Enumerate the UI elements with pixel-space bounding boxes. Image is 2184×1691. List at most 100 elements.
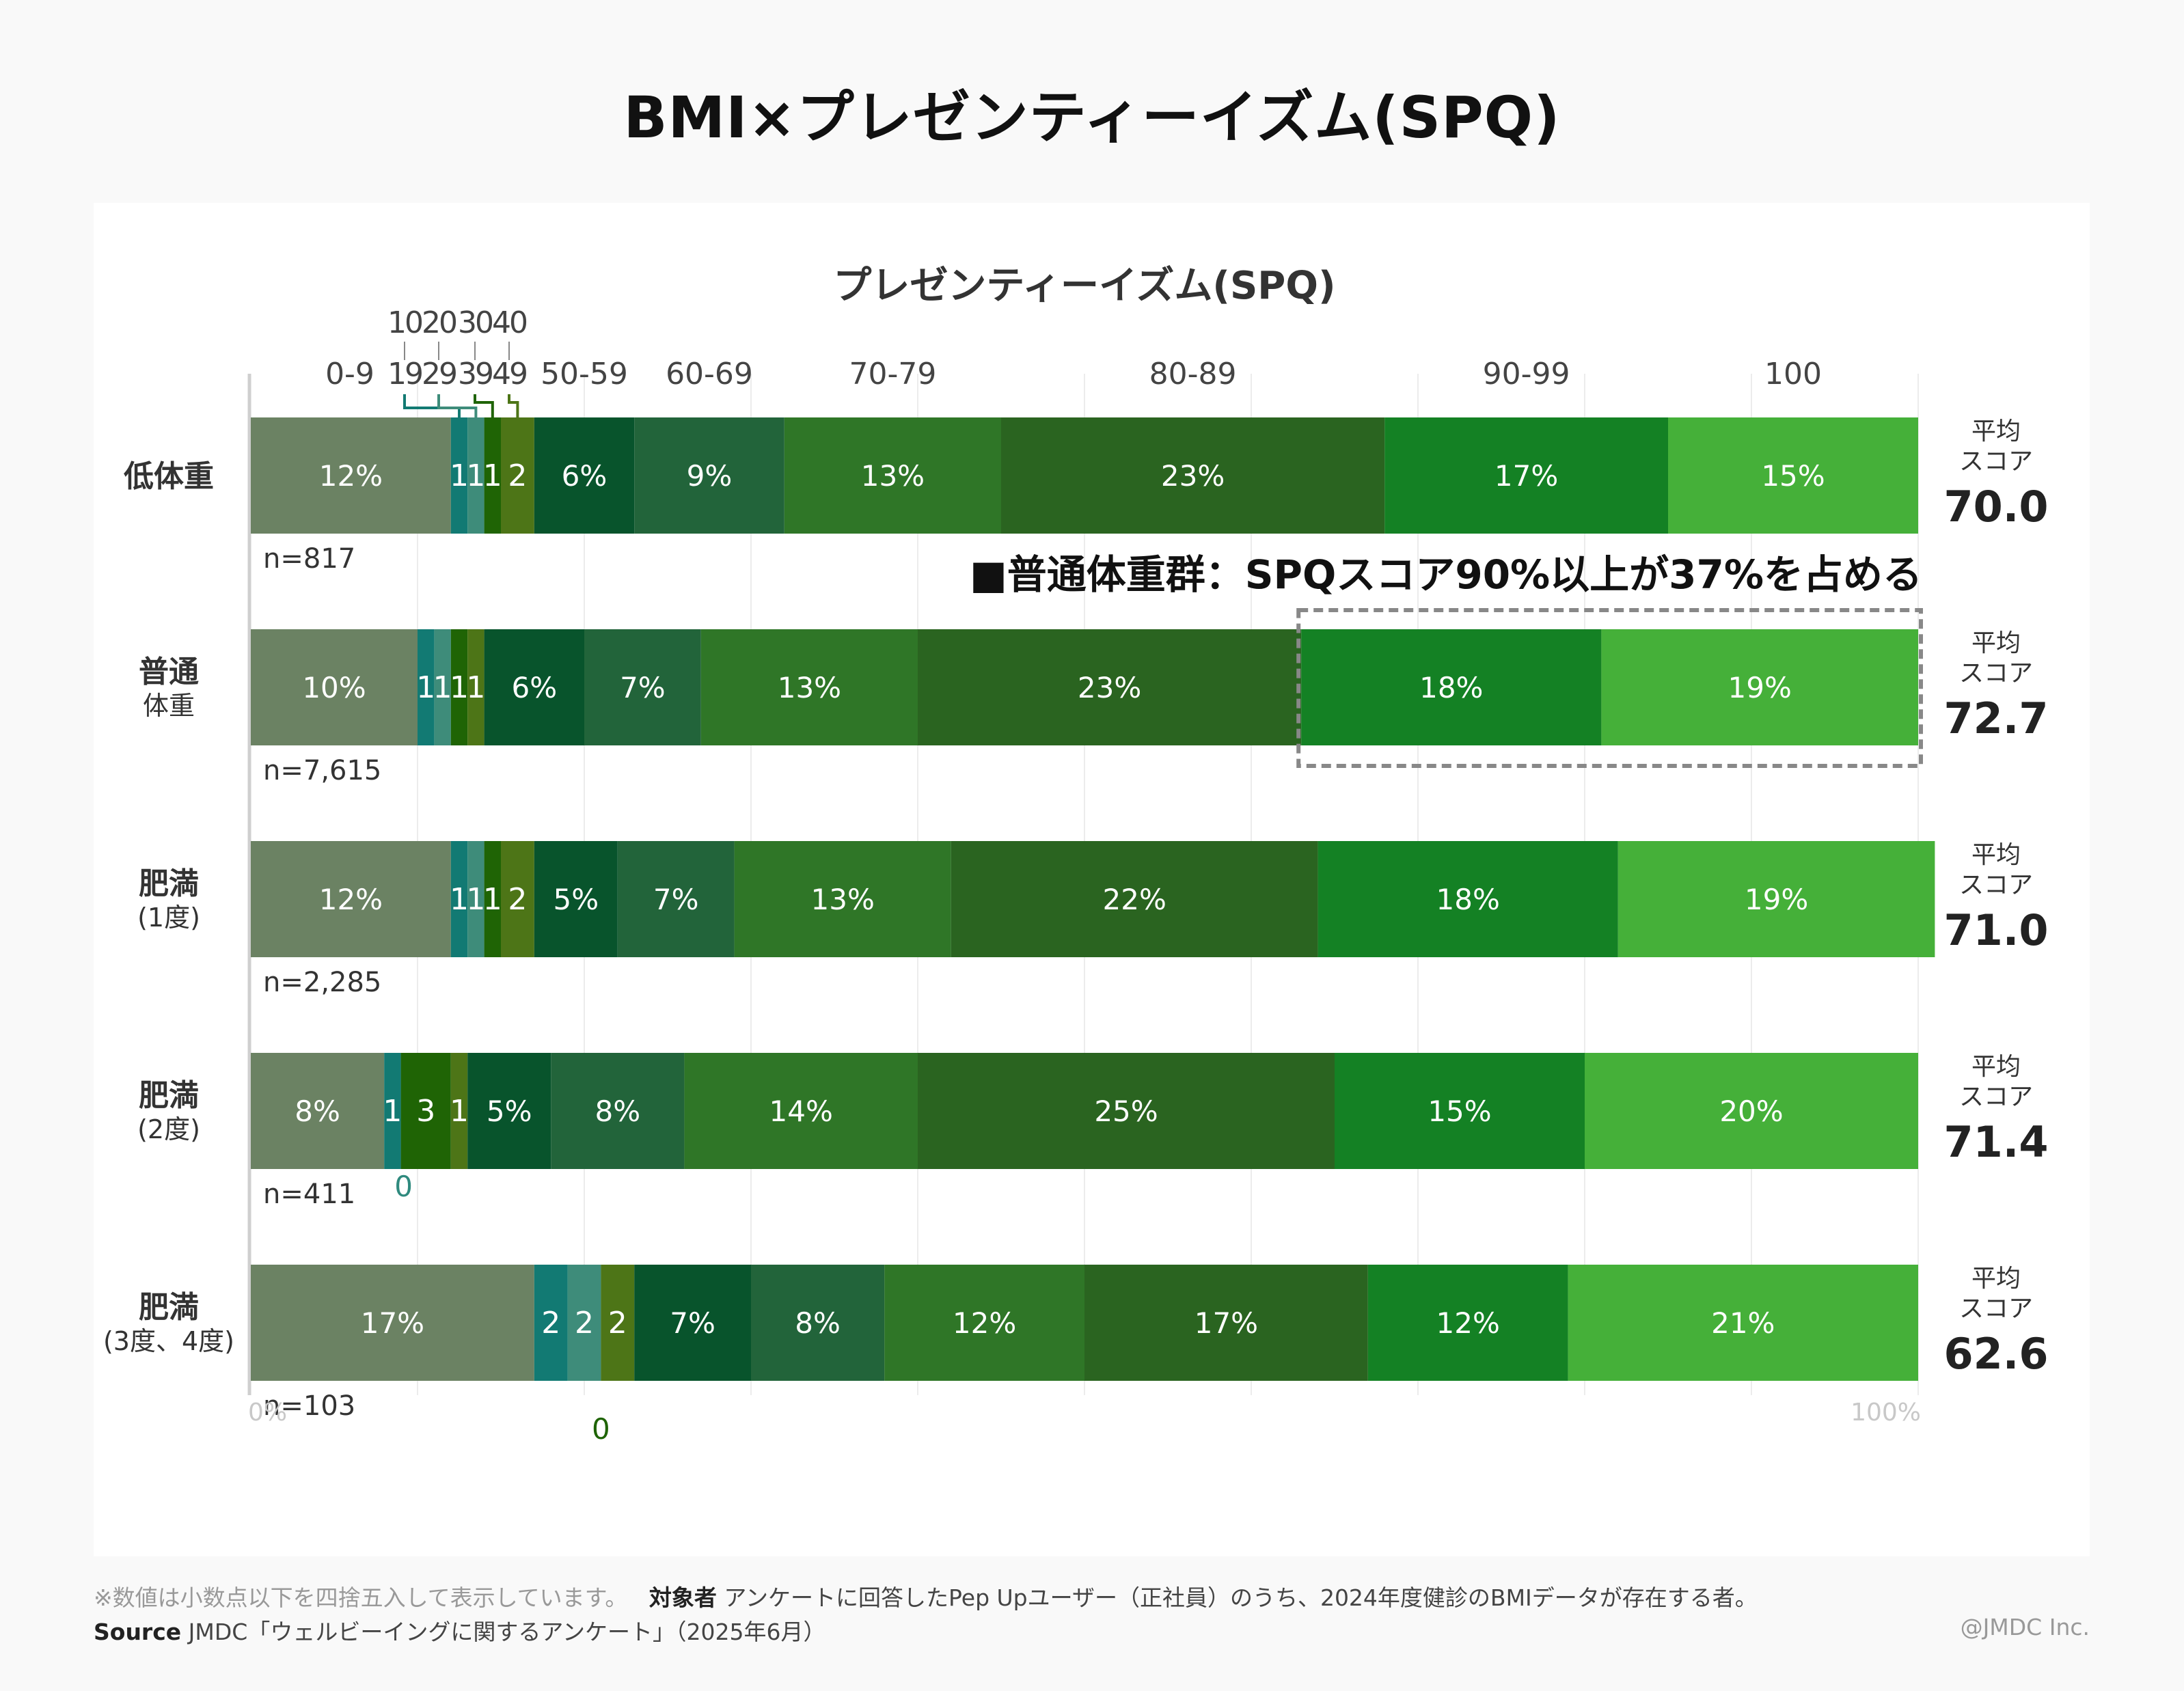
bar-value-label: 1 (466, 670, 485, 705)
bar-segment (1668, 417, 1918, 534)
sample-size-label: n=411 (263, 1179, 355, 1210)
average-score: 62.6 (1944, 1329, 2049, 1379)
bar-value-label: 3 (416, 1094, 435, 1129)
target-text: アンケートに回答したPep Upユーザー（正社員）のうち、2024年度健診のBM… (724, 1584, 1758, 1611)
copyright: @JMDC Inc. (1960, 1614, 2090, 1640)
average-score: 72.7 (1944, 693, 2049, 743)
bar-segment (1335, 1053, 1585, 1169)
bar-segment (467, 629, 484, 745)
sample-size-label: n=103 (263, 1390, 355, 1422)
bar-segment (584, 629, 701, 745)
bar-value-label: 2 (508, 882, 527, 917)
bar-segment (434, 629, 451, 745)
category-label: 19 (387, 357, 422, 391)
category-top-label: 40 (492, 305, 527, 340)
bar-value-label: 7% (620, 671, 666, 704)
category-label: 29 (422, 357, 456, 391)
average-label: 平均 (1971, 417, 2021, 445)
bar-value-label: 23% (1078, 671, 1141, 704)
bar-segment (450, 629, 468, 745)
bar-segment (734, 841, 951, 957)
average-label: 平均 (1971, 841, 2021, 869)
target-label: 対象者 (649, 1584, 717, 1611)
annotation-text: ■普通体重群：SPQスコア90%以上が37%を占める (970, 551, 1922, 598)
bar-value-label: 1 (383, 1094, 402, 1129)
bar-segment (450, 841, 468, 957)
footer-line-1: ※数値は小数点以下を四捨五入して表示しています。 対象者 アンケートに回答したP… (94, 1580, 1758, 1612)
bar-value-label: 1 (450, 882, 469, 917)
average-label: スコア (1959, 1295, 2033, 1323)
category-label: 49 (492, 357, 526, 391)
bar-segment (251, 1053, 385, 1169)
leader-line (403, 394, 461, 417)
bar-segment (617, 841, 735, 957)
bar-value-label: 1 (416, 670, 435, 705)
bar-value-label: 5% (487, 1095, 532, 1128)
rounding-note: ※数値は小数点以下を四捨五入して表示しています。 (94, 1584, 628, 1611)
bar-value-label: 1 (433, 670, 452, 705)
bar-value-label: 8% (595, 1095, 640, 1128)
group-label: (2度) (137, 1114, 200, 1144)
average-label: スコア (1959, 659, 2033, 687)
bar-value-label: 13% (811, 883, 875, 916)
bar-segment (1601, 629, 1918, 745)
bar-segment (418, 629, 435, 745)
bar-value-label-outside: 0 (394, 1170, 413, 1203)
bar-segment (251, 629, 418, 745)
bar-value-label: 6% (562, 459, 608, 493)
bar-value-label: 7% (670, 1306, 715, 1340)
footer-line-2: Source JMDC「ウェルビーイングに関するアンケート」（2025年6月） (94, 1614, 825, 1647)
bar-value-label: 18% (1436, 883, 1500, 916)
category-top-label: 10 (387, 305, 422, 340)
bar-segment (1084, 1265, 1368, 1381)
bar-value-label: 1 (483, 458, 502, 493)
bar-value-label: 10% (302, 671, 366, 704)
bar-value-label: 6% (511, 671, 557, 704)
bar-segment (450, 417, 468, 534)
bar-value-label: 20% (1719, 1095, 1783, 1128)
bar-segment (1318, 841, 1618, 957)
sample-size-label: n=817 (263, 543, 355, 575)
bar-segment (467, 417, 484, 534)
average-score: 71.0 (1944, 905, 2049, 955)
bar-segment (601, 1265, 635, 1381)
bar-value-label: 14% (769, 1095, 833, 1128)
average-label: 平均 (1971, 1053, 2021, 1081)
category-label: 50-59 (541, 357, 628, 391)
bar-segment (467, 841, 484, 957)
group-label: 肥満 (139, 866, 199, 901)
bar-value-label: 1 (450, 1094, 469, 1129)
group-label: (1度) (137, 903, 200, 933)
group-label: 肥満 (139, 1290, 199, 1325)
group-label: 肥満 (139, 1078, 199, 1113)
bar-segment (467, 1053, 551, 1169)
sample-size-label: n=2,285 (263, 967, 381, 998)
bar-value-label: 19% (1728, 671, 1792, 704)
group-label: 低体重 (124, 459, 214, 494)
leader-line (474, 394, 494, 417)
bar-value-label: 12% (319, 459, 383, 493)
category-label: 60-69 (666, 357, 753, 391)
group-label: (3度、4度) (103, 1326, 234, 1356)
bar-value-label: 15% (1428, 1095, 1491, 1128)
bar-value-label: 12% (319, 883, 383, 916)
sample-size-label: n=7,615 (263, 755, 381, 786)
category-label: 100 (1764, 357, 1822, 391)
x-tick-label: 100% (1851, 1399, 1921, 1427)
bar-value-label: 17% (1494, 459, 1558, 493)
bar-value-label: 1 (450, 670, 469, 705)
bar-value-label: 15% (1761, 459, 1825, 493)
bar-value-label: 13% (778, 671, 841, 704)
category-top-label: 30 (458, 305, 493, 340)
bar-segment (567, 1265, 601, 1381)
bar-value-label: 23% (1161, 459, 1225, 493)
average-label: スコア (1959, 448, 2033, 476)
chart-title: プレゼンティーイズム(SPQ) (833, 264, 1335, 308)
x-tick-label: 0% (248, 1399, 287, 1427)
bar-segment (634, 417, 784, 534)
bar-value-label: 19% (1745, 883, 1808, 916)
bar-value-label: 2 (508, 458, 527, 493)
category-label: 0-9 (325, 357, 374, 391)
category-label: 70-79 (849, 357, 936, 391)
average-label: 平均 (1971, 1265, 2021, 1293)
